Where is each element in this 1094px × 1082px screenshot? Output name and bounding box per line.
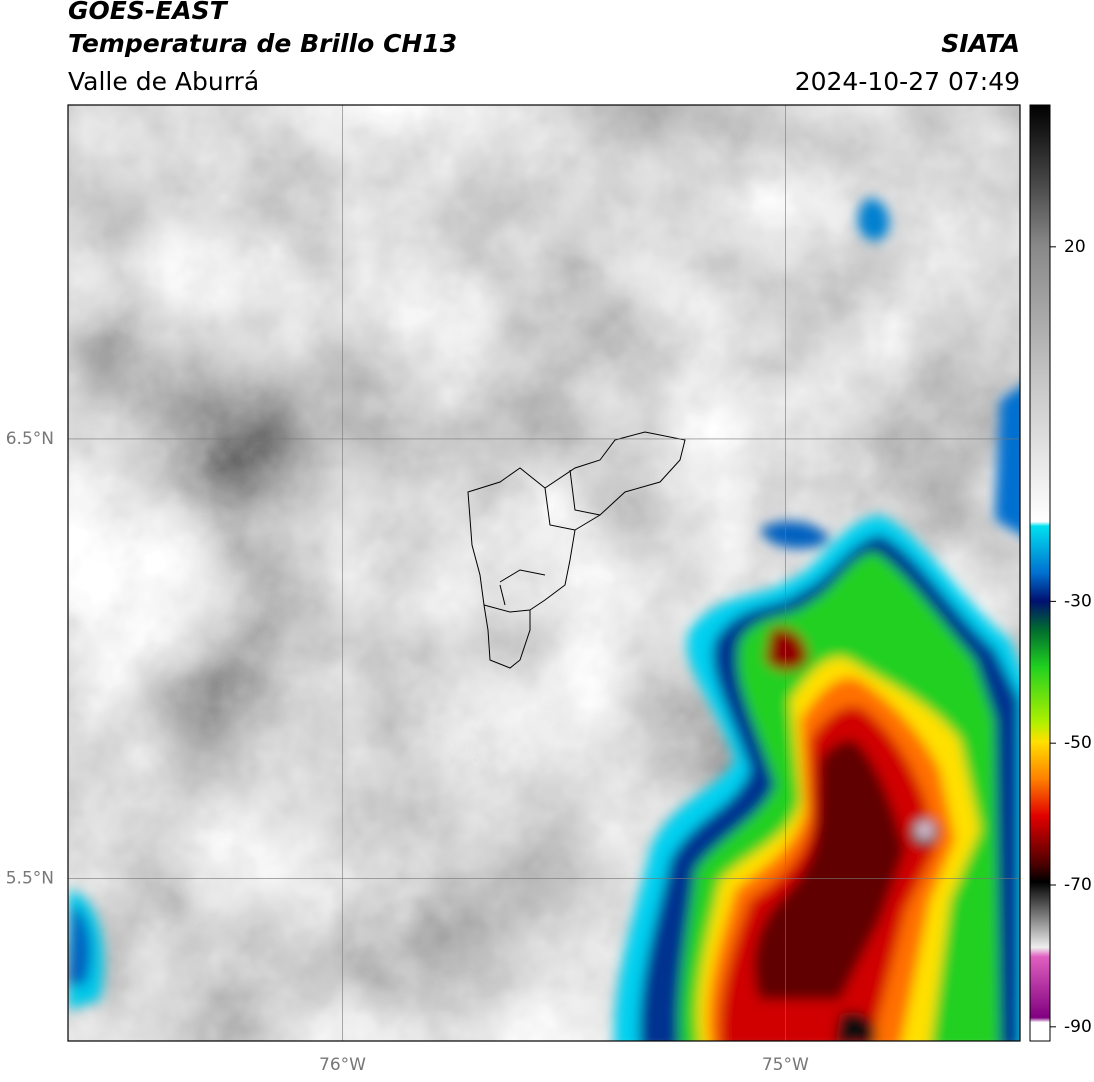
grid	[68, 105, 1020, 1041]
satellite-image	[68, 105, 1020, 1041]
colorbar-tick-label: 20	[1064, 237, 1086, 257]
title: GOES-EAST	[68, 0, 229, 25]
datetime: 2024-10-27 07:49	[795, 67, 1020, 96]
y-tick-label: 6.5°N	[6, 429, 54, 449]
colorbar-tick-label: -90	[1064, 1017, 1092, 1037]
y-tick-label: 5.5°N	[6, 868, 54, 888]
x-tick-label: 75°W	[762, 1055, 809, 1075]
x-tick-label: 76°W	[319, 1055, 366, 1075]
colorbar-tick-label: -30	[1064, 591, 1092, 611]
map-frame	[67, 104, 1021, 1042]
source: SIATA	[941, 29, 1020, 58]
region: Valle de Aburrá	[68, 67, 259, 96]
subtitle: Temperatura de Brillo CH13	[68, 29, 457, 58]
colorbar-tick-label: -70	[1064, 875, 1092, 895]
municipal-boundaries	[467, 431, 686, 669]
colorbar-tick-label: -50	[1064, 733, 1092, 753]
colorbar	[1029, 104, 1051, 1042]
